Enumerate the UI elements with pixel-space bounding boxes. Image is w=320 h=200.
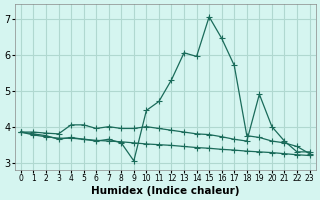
X-axis label: Humidex (Indice chaleur): Humidex (Indice chaleur) <box>91 186 239 196</box>
